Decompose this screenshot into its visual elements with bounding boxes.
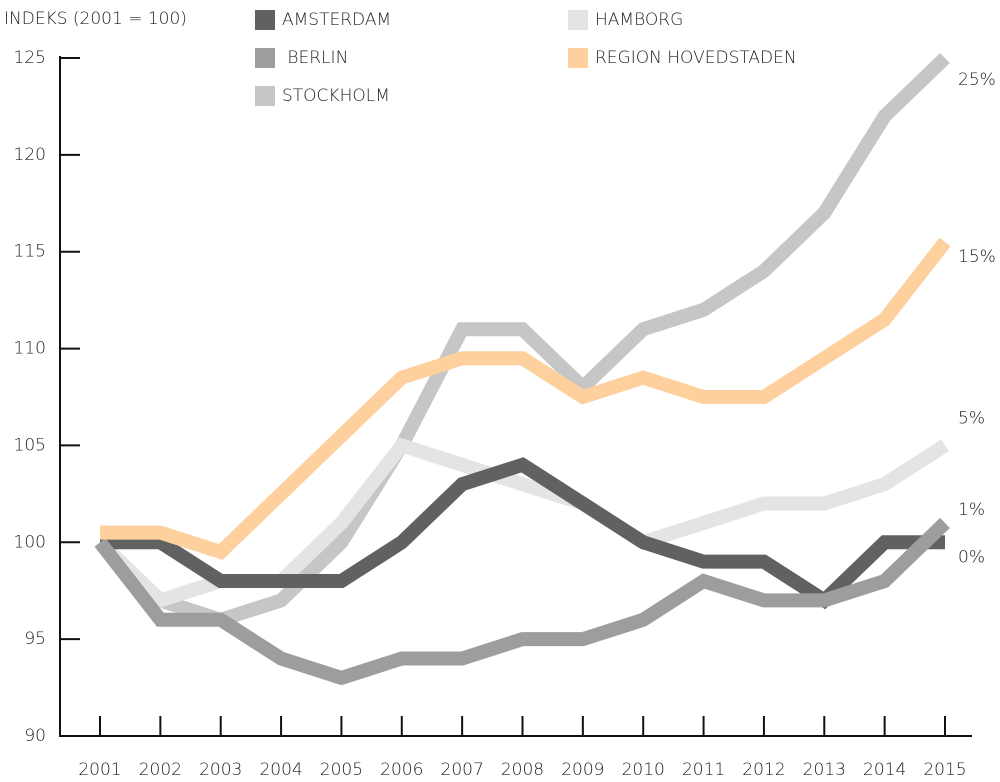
x-tick-label: 2014 — [863, 760, 906, 780]
y-tick-label: 105 — [14, 435, 46, 455]
legend-label: STOCKHOLM — [282, 86, 390, 106]
y-tick-label: 115 — [14, 242, 46, 262]
series-line — [100, 237, 951, 560]
x-tick-label: 2012 — [742, 760, 785, 780]
x-tick-label: 2008 — [501, 760, 544, 780]
end-label: 1% — [958, 500, 985, 520]
legend-label: HAMBORG — [595, 10, 683, 30]
x-tick-label: 2013 — [803, 760, 846, 780]
series-line — [100, 457, 945, 610]
x-tick-label: 2006 — [380, 760, 423, 780]
end-label: 5% — [958, 408, 985, 428]
legend-label: AMSTERDAM — [282, 10, 391, 30]
y-tick-label: 120 — [14, 145, 46, 165]
y-tick-label: 110 — [14, 339, 46, 359]
x-tick-label: 2002 — [139, 760, 182, 780]
series-line — [94, 517, 950, 686]
x-tick-label: 2015 — [923, 760, 966, 780]
x-tick-label: 2009 — [561, 760, 604, 780]
end-label: 25% — [958, 70, 996, 90]
end-label: 15% — [958, 247, 996, 267]
x-tick-label: 2011 — [682, 760, 725, 780]
x-tick-label: 2001 — [78, 760, 121, 780]
legend-swatch — [568, 10, 588, 30]
legend-swatch — [255, 10, 275, 30]
y-tick-label: 95 — [24, 629, 46, 649]
y-tick-label: 90 — [24, 726, 46, 746]
series-line — [95, 52, 950, 628]
x-tick-label: 2004 — [259, 760, 302, 780]
x-tick-label: 2010 — [622, 760, 665, 780]
x-tick-label: 2007 — [441, 760, 484, 780]
y-tick-label: 125 — [14, 48, 46, 68]
legend-label: REGION HOVEDSTADEN — [595, 48, 797, 68]
legend-label: BERLIN — [282, 48, 348, 68]
y-tick-label: 100 — [14, 532, 46, 552]
x-tick-label: 2003 — [199, 760, 242, 780]
x-tick-label: 2005 — [320, 760, 363, 780]
end-label: 0% — [958, 547, 985, 567]
legend-swatch — [568, 48, 588, 68]
legend-swatch — [255, 86, 275, 106]
y-axis-label: INDEKS (2001 = 100) — [4, 9, 187, 29]
legend-swatch — [255, 48, 275, 68]
